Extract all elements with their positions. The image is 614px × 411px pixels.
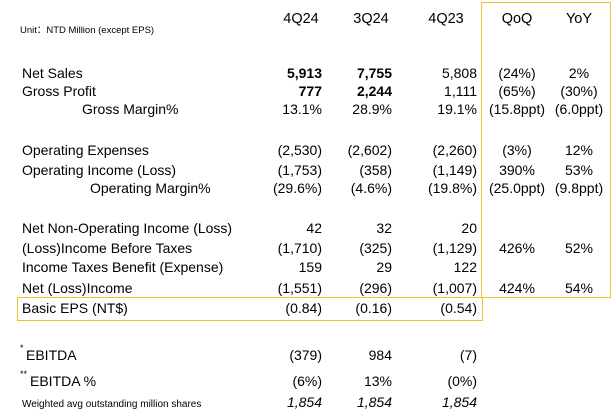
cell: 1,854 [356, 394, 392, 410]
cell: (0.84) [285, 300, 322, 316]
cell: (379) [289, 347, 322, 363]
cell: 52% [564, 240, 594, 256]
cell: 32 [376, 220, 392, 236]
cell: 20 [461, 220, 477, 236]
cell: (0%) [447, 373, 477, 389]
row-label: Operating Margin% [90, 180, 211, 196]
cell: (1,710) [277, 240, 322, 256]
cell: (7) [459, 347, 477, 363]
row-label: Operating Expenses [22, 142, 149, 158]
cell: (24%) [498, 65, 536, 81]
cell: 19.1% [437, 101, 477, 117]
cell: 777 [298, 83, 322, 99]
cell: (30%) [560, 83, 598, 99]
cell: 122 [453, 259, 477, 275]
cell: (29.6%) [272, 180, 322, 196]
unit-label: Unit：NTD Million (except EPS) [20, 25, 155, 36]
row-label: Net Non-Operating Income (Loss) [22, 220, 233, 236]
cell: (1,149) [432, 162, 477, 178]
cell: (1,007) [432, 280, 477, 296]
column-header: 4Q23 [428, 11, 464, 27]
cell: 7,755 [356, 65, 392, 81]
cell: 54% [564, 280, 594, 296]
cell: 2,244 [356, 83, 392, 99]
footnote-mark: * [20, 343, 24, 353]
cell: (325) [359, 240, 392, 256]
cell: (6%) [292, 373, 322, 389]
cell: 1,854 [286, 394, 322, 410]
cell: 1,854 [441, 394, 477, 410]
cell: (9.8ppt) [554, 180, 604, 196]
cell: (25.0ppt) [488, 180, 546, 196]
cell: 5,808 [441, 65, 477, 81]
row-label: Operating Income (Loss) [22, 162, 177, 178]
cell: 426% [499, 240, 535, 256]
row-label: EBITDA [26, 347, 77, 363]
column-header: QoQ [501, 11, 533, 27]
cell: 2% [568, 65, 590, 81]
column-header: 3Q24 [353, 11, 389, 27]
cell: 159 [298, 259, 322, 275]
cell: 424% [499, 280, 535, 296]
cell: (296) [359, 280, 392, 296]
row-label: Gross Profit [22, 83, 96, 99]
cell: (2,260) [432, 142, 477, 158]
cell: 390% [499, 162, 535, 178]
cell: (0.54) [440, 300, 477, 316]
row-label: Basic EPS (NT$) [22, 300, 128, 316]
row-label: Net (Loss)Income [22, 280, 133, 296]
cell: (1,753) [277, 162, 322, 178]
cell: 28.9% [352, 101, 392, 117]
row-label: (Loss)Income Before Taxes [22, 240, 193, 256]
footnote-mark: ** [20, 369, 28, 379]
cell: (2,602) [347, 142, 392, 158]
cell: 13% [363, 373, 392, 389]
cell: (358) [359, 162, 392, 178]
cell: (3%) [502, 142, 532, 158]
column-header: 4Q24 [283, 11, 319, 27]
row-label: Net Sales [22, 65, 83, 81]
cell: (4.6%) [350, 180, 392, 196]
cell: 984 [368, 347, 392, 363]
cell: (6.0ppt) [554, 101, 604, 117]
growth-highlight [481, 2, 611, 298]
cell: 5,913 [286, 65, 322, 81]
row-label: Weighted avg outstanding million shares [22, 399, 202, 410]
cell: 29 [376, 259, 392, 275]
cell: (15.8ppt) [488, 101, 546, 117]
column-header: YoY [565, 11, 593, 27]
cell: (19.8%) [427, 180, 477, 196]
eps-highlight [17, 297, 483, 321]
cell: (0.16) [355, 300, 392, 316]
row-label: EBITDA % [30, 373, 97, 389]
cell: 42 [306, 220, 322, 236]
cell: (1,129) [432, 240, 477, 256]
cell: 12% [564, 142, 594, 158]
row-label: Gross Margin% [82, 101, 179, 117]
cell: (65%) [498, 83, 536, 99]
cell: (2,530) [277, 142, 322, 158]
row-label: Income Taxes Benefit (Expense) [22, 259, 224, 275]
cell: 1,111 [444, 83, 477, 99]
cell: 53% [564, 162, 594, 178]
cell: (1,551) [277, 280, 322, 296]
cell: 13.1% [282, 101, 322, 117]
